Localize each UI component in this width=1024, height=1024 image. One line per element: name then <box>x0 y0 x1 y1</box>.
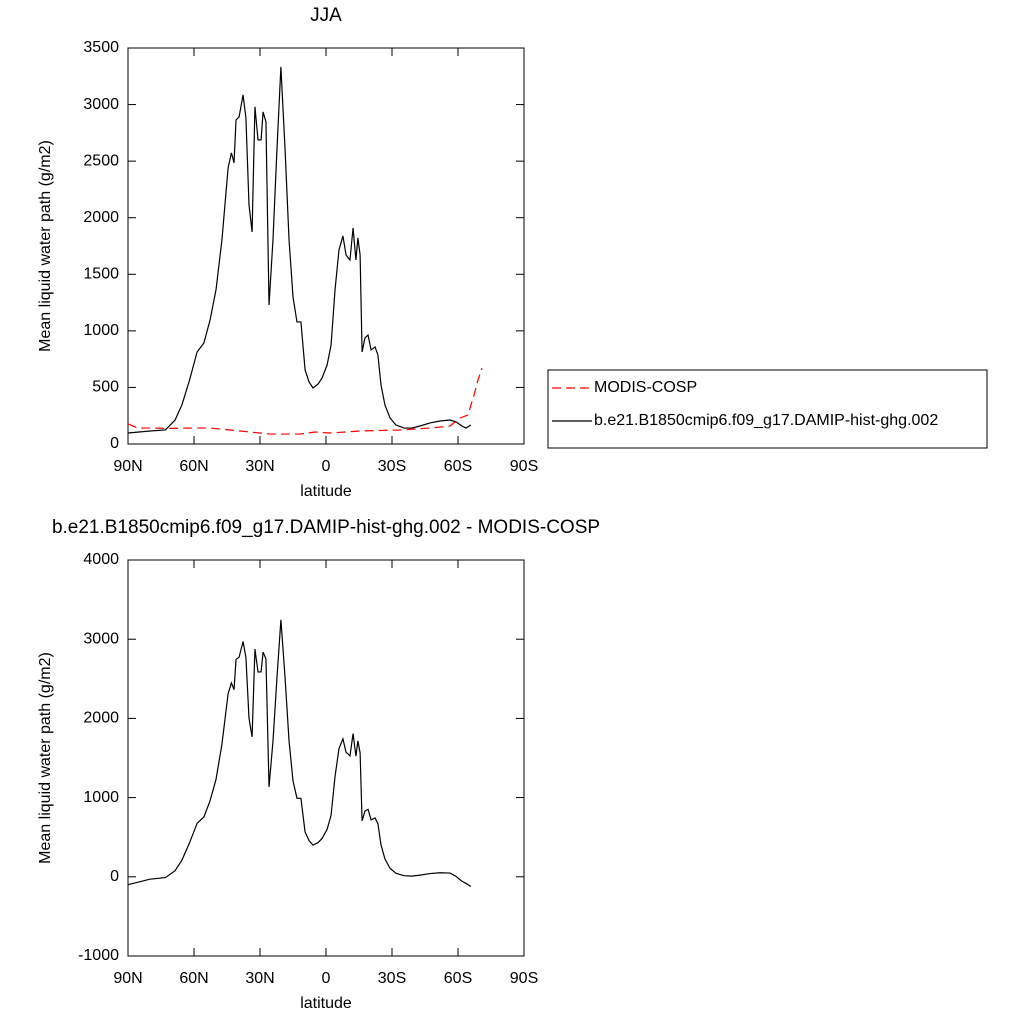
legend-label: b.e21.B1850cmip6.f09_g17.DAMIP-hist-ghg.… <box>594 412 938 429</box>
chart-title: JJA <box>310 5 342 26</box>
y-tick-label: 500 <box>92 379 119 396</box>
x-tick-label: 90S <box>510 970 538 987</box>
x-tick-label: 90N <box>113 458 142 475</box>
x-axis-label: latitude <box>300 483 352 500</box>
x-tick-label: 30N <box>245 970 274 987</box>
plot-frame <box>127 47 525 445</box>
plot-frame <box>127 559 525 957</box>
x-axis-label: latitude <box>300 995 352 1012</box>
x-tick-label: 60N <box>179 970 208 987</box>
y-tick-label: 3000 <box>83 630 119 647</box>
y-tick-label: 1000 <box>83 322 119 339</box>
x-tick-label: 60S <box>444 970 472 987</box>
x-tick-label: 30N <box>245 458 274 475</box>
x-tick-label: 30S <box>378 458 406 475</box>
x-tick-label: 0 <box>322 458 331 475</box>
y-tick-label: 3500 <box>83 39 119 56</box>
chart-title: b.e21.B1850cmip6.f09_g17.DAMIP-hist-ghg.… <box>52 517 600 538</box>
y-tick-label: 2000 <box>83 710 119 727</box>
y-tick-label: 3000 <box>83 96 119 113</box>
y-axis-label: Mean liquid water path (g/m2) <box>37 140 54 352</box>
data-line <box>127 66 472 434</box>
y-tick-label: 4000 <box>83 551 119 568</box>
x-tick-label: 0 <box>322 970 331 987</box>
y-tick-label: 2000 <box>83 209 119 226</box>
y-tick-label: 0 <box>110 868 119 885</box>
y-axis-label: Mean liquid water path (g/m2) <box>37 652 54 864</box>
y-tick-label: 1000 <box>83 789 119 806</box>
y-tick-label: 2500 <box>83 152 119 169</box>
y-tick-label: -1000 <box>78 947 119 964</box>
x-tick-label: 90N <box>113 970 142 987</box>
x-tick-label: 60S <box>444 458 472 475</box>
data-line <box>127 619 472 887</box>
legend-label: MODIS-COSP <box>594 379 697 396</box>
y-tick-label: 1500 <box>83 266 119 283</box>
x-tick-label: 90S <box>510 458 538 475</box>
x-tick-label: 30S <box>378 970 406 987</box>
x-tick-label: 60N <box>179 458 208 475</box>
legend-box <box>547 369 988 449</box>
data-line <box>127 367 483 435</box>
y-tick-label: 0 <box>110 435 119 452</box>
